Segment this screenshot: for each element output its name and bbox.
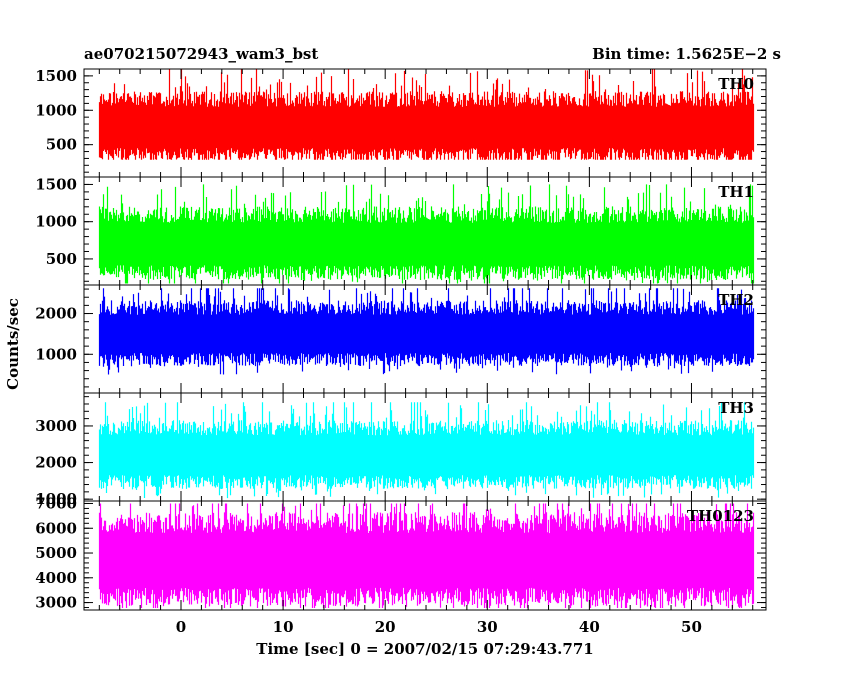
x-tick-label: 40: [579, 618, 600, 636]
y-tick-label: 1000: [35, 490, 77, 508]
y-tick-label: 500: [46, 250, 77, 268]
y-tick-label: 6000: [35, 519, 77, 537]
series-label-th2: TH2: [718, 291, 754, 309]
series-th1-line: [98, 184, 755, 284]
panel-th2: 1000 2000 TH2: [35, 284, 767, 394]
panel-frame: [83, 500, 767, 611]
panel-th3: 1000 2000 3000 TH3: [35, 392, 767, 508]
y-tick-label: 1000: [35, 101, 77, 119]
y-tick-label: 3000: [35, 417, 77, 435]
series-th0-line: [98, 69, 755, 160]
series-label-th0123: TH0123: [687, 507, 754, 525]
y-tick-label: 4000: [35, 569, 77, 587]
y-tick-label: 1000: [35, 345, 77, 363]
series-label-th1: TH1: [718, 183, 754, 201]
y-tick-label: 3000: [35, 594, 77, 612]
y-tick-label: 2000: [35, 454, 77, 472]
x-tick-label: 50: [681, 618, 702, 636]
panel-th0123: 3000 4000 5000 6000 7000 TH0123: [35, 494, 767, 612]
y-tick-label: 1500: [35, 175, 77, 193]
x-axis-label: Time [sec] 0 = 2007/02/15 07:29:43.771: [256, 640, 593, 658]
y-tick-label: 1000: [35, 213, 77, 231]
series-th2-line: [98, 288, 755, 375]
x-tick-label: 30: [477, 618, 498, 636]
series-th3-line: [98, 402, 755, 499]
panel-th1: 500 1000 1500 TH1: [35, 175, 767, 286]
chart-title-right: Bin time: 1.5625E−2 s: [592, 45, 781, 63]
x-tick-label: 10: [273, 618, 294, 636]
series-th0123-line: [98, 503, 755, 608]
x-tick-label: 0: [176, 618, 186, 636]
y-tick-label: 2000: [35, 305, 77, 323]
series-label-th3: TH3: [718, 399, 754, 417]
series-label-th0: TH0: [718, 75, 754, 93]
y-axis-label: Counts/sec: [4, 298, 22, 390]
panel-th0: 500 1000 1500 TH0: [35, 67, 767, 178]
y-tick-label: 5000: [35, 544, 77, 562]
x-tick-label: 20: [375, 618, 396, 636]
y-tick-label: 1500: [35, 67, 77, 85]
y-tick-label: 7000: [35, 494, 77, 512]
chart-title-left: ae070215072943_wam3_bst: [84, 45, 318, 63]
y-tick-label: 500: [46, 136, 77, 154]
